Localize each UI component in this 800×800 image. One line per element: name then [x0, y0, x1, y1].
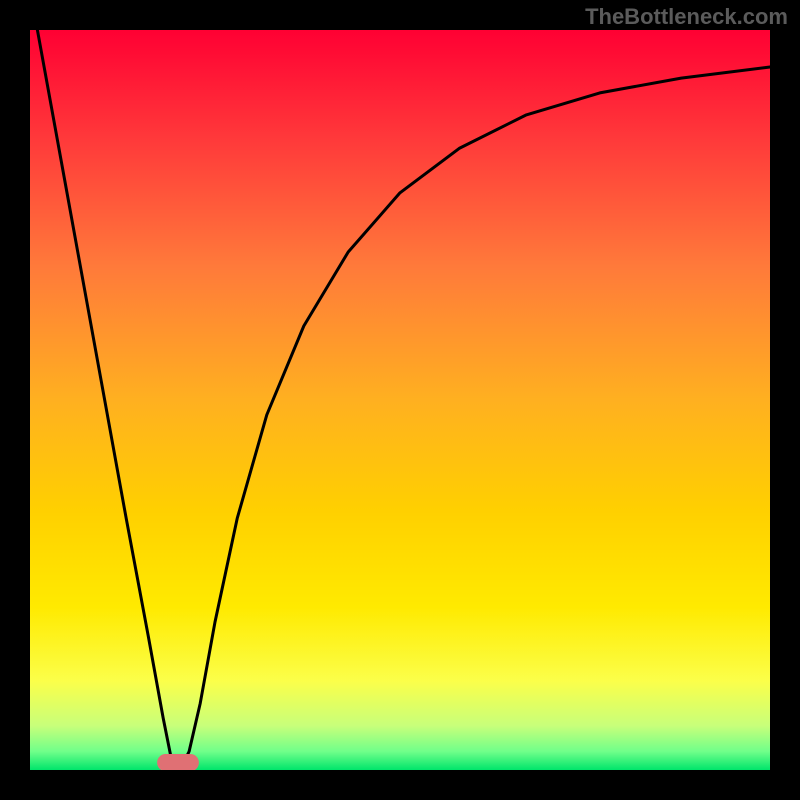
bottleneck-chart — [0, 0, 800, 800]
optimum-marker — [158, 754, 199, 770]
gradient-background — [30, 30, 770, 770]
